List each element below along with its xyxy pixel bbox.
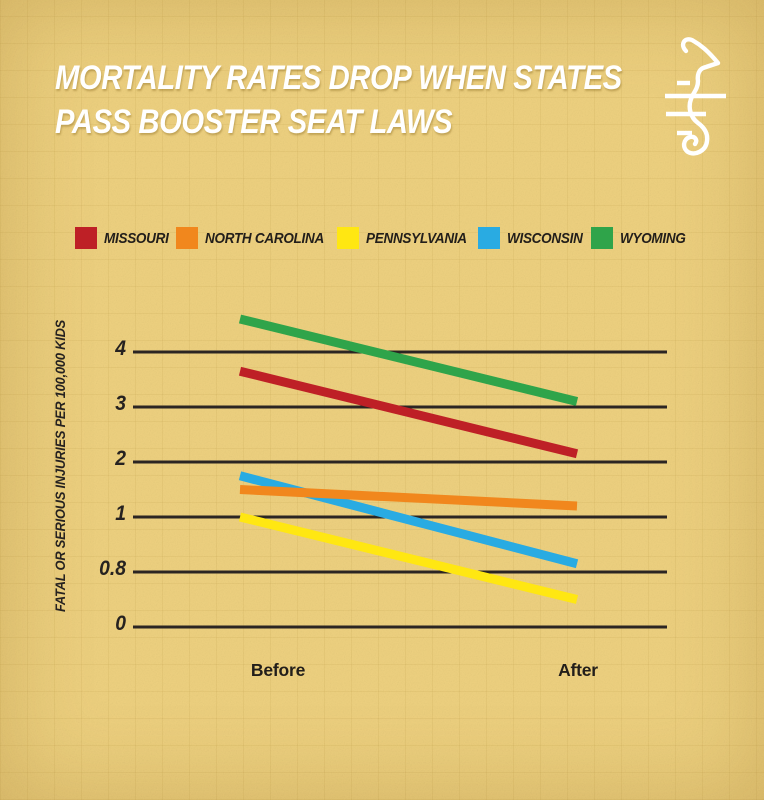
legend-swatch-north-carolina [175, 227, 198, 249]
page-title-line1: MORTALITY RATES DROP WHEN STATES [55, 59, 622, 97]
legend-label-wisconsin: WISCONSIN [506, 229, 583, 247]
legend-item-wisconsin: WISCONSIN [477, 227, 591, 249]
series-line-pennsylvania [238, 512, 579, 604]
seahorse-logo-icon [665, 37, 726, 156]
legend-swatch-wisconsin [477, 227, 500, 249]
legend-label-north-carolina: NORTH CAROLINA [204, 229, 324, 247]
y-axis-title: FATAL OR SERIOUS INJURIES PER 100,000 KI… [53, 319, 68, 613]
series-line-missouri [238, 366, 579, 459]
series-line-north-carolina [239, 485, 578, 511]
y-tick-label-1: 1 [115, 502, 126, 525]
y-tick-label-4: 4 [115, 337, 126, 360]
legend-item-missouri: MISSOURI [75, 227, 176, 249]
y-tick-label-2: 2 [115, 447, 126, 470]
legend-swatch-pennsylvania [336, 227, 359, 249]
y-tick-label-0: 0 [115, 612, 126, 635]
chart-legend: MISSOURI NORTH CAROLINA PENNSYLVANIA WIS… [75, 226, 689, 250]
legend-item-north-carolina: NORTH CAROLINA [175, 227, 337, 249]
y-tick-label-3: 3 [115, 392, 126, 415]
page-title: MORTALITY RATES DROP WHEN STATES PASS BO… [55, 56, 622, 144]
y-tick-label-0.8: 0.8 [99, 557, 126, 580]
series-line-wyoming [238, 314, 579, 406]
legend-item-wyoming: WYOMING [590, 227, 693, 249]
page-title-line2: PASS BOOSTER SEAT LAWS [55, 103, 453, 141]
legend-label-wyoming: WYOMING [619, 229, 686, 247]
legend-label-missouri: MISSOURI [104, 229, 169, 247]
legend-swatch-wyoming [590, 227, 613, 249]
x-label-after: After [558, 660, 598, 680]
legend-swatch-missouri [75, 227, 97, 249]
legend-label-pennsylvania: PENNSYLVANIA [365, 229, 467, 247]
x-label-before: Before [250, 660, 306, 680]
legend-item-pennsylvania: PENNSYLVANIA [336, 227, 478, 249]
